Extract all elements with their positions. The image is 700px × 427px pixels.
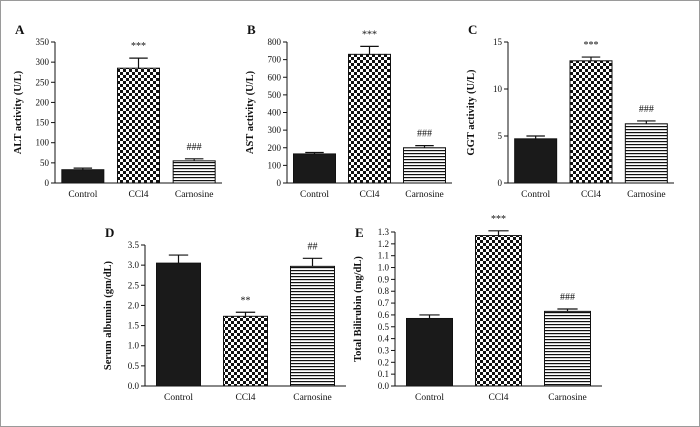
y-tick-label: 0.8 [378,286,390,296]
bar-ccl4 [569,60,613,184]
x-tick-label: CCl4 [581,190,601,200]
significance-label: ### [187,142,202,153]
x-tick-label: CCl4 [359,190,379,200]
panel-letter: D [105,225,114,240]
bar-ccl4 [223,315,268,387]
x-tick-label: Carnosine [175,190,214,200]
panel-letter: C [468,22,477,37]
y-tick-label: 0.6 [378,310,390,320]
x-tick-label: Carnosine [293,393,332,403]
significance-label: *** [362,29,377,40]
x-tick-label: CCl4 [235,393,255,403]
y-axis-label: ALT activity (U/L) [13,70,24,154]
x-tick-label: CCl4 [488,393,508,403]
y-axis-label: AST activity (U/L) [245,70,256,154]
significance-label: *** [491,214,506,225]
y-tick-label: 0.3 [378,345,390,355]
x-tick-label: Control [415,393,444,403]
y-tick-label: 300 [268,125,282,135]
y-tick-label: 800 [268,37,282,47]
y-axis-label: Total Bilirubin (mg/dL) [353,256,364,362]
y-tick-label: 100 [36,138,50,148]
x-tick-label: CCl4 [128,190,148,200]
y-tick-label: 0 [277,178,282,188]
significance-label: ### [417,129,432,140]
y-tick-label: 50 [40,158,50,168]
y-tick-label: 200 [268,143,282,153]
y-tick-label: 2.0 [128,300,140,310]
chart-panel-e: E 0.0 0.1 0.2 0.30.4 0.5 0.6 0.7 0.8 0.91.0 1.1 1.2… [353,214,602,403]
bar-control [406,317,453,387]
chart-panel-b: B 0 100 200 300 400 500 600 700 800 AST activity (… [245,22,452,200]
y-tick-label: 500 [268,90,282,100]
y-tick-label: 1.3 [378,227,390,237]
y-tick-label: 0.2 [378,357,389,367]
y-axis-label: GGT activity (U/L) [466,69,477,156]
y-tick-label: 5 [498,131,503,141]
y-tick-label: 600 [268,72,282,82]
y-tick-label: 1.1 [378,251,389,261]
y-tick-label: 100 [268,160,282,170]
significance-label: *** [131,41,146,52]
x-tick-label: Control [300,190,329,200]
bar-control [514,138,558,184]
bar-carnosine [403,147,446,184]
bar-carnosine [290,265,335,387]
bar-carnosine [544,310,591,387]
chart-panel-c: C 0 5 10 15 GGT activity (U/L) Control *** CCl4 #… [466,22,674,200]
y-tick-label: 0 [498,178,503,188]
bar-control [156,262,201,387]
y-tick-label: 200 [36,97,50,107]
y-tick-label: 700 [268,55,282,65]
panel-letter: E [355,225,364,240]
y-tick-label: 0.5 [128,361,140,371]
bar-ccl4 [475,235,522,387]
y-tick-label: 3.0 [128,260,140,270]
significance-label: *** [584,40,599,51]
y-tick-label: 300 [36,57,50,67]
bar-control [293,153,336,184]
chart-panel-a: A 0 50 100 150 200 250 300 350 ALT activity (U/L)… [13,22,222,200]
y-tick-label: 1.2 [378,239,389,249]
bar-ccl4 [117,67,160,184]
y-tick-label: 150 [36,118,50,128]
y-tick-label: 0.4 [378,334,390,344]
panel-letter: A [15,22,25,37]
bar-carnosine [172,160,216,184]
x-tick-label: Carnosine [405,190,444,200]
y-axis-label: Serum albumin (gm/dL) [103,260,114,370]
y-tick-label: 0.1 [378,369,389,379]
significance-label: ### [560,292,575,303]
y-tick-label: 400 [268,108,282,118]
bar-control [61,169,105,184]
y-tick-label: 0 [45,178,50,188]
y-tick-label: 0.5 [378,322,390,332]
y-tick-label: 0.7 [378,298,390,308]
y-tick-label: 0.9 [378,274,390,284]
bar-ccl4 [348,53,391,184]
y-tick-label: 1.5 [128,321,140,331]
significance-label: ** [241,295,251,306]
x-tick-label: Carnosine [627,190,666,200]
y-tick-label: 10 [493,84,503,94]
x-tick-label: Control [68,190,97,200]
panel-letter: B [247,22,256,37]
significance-label: ## [308,241,318,252]
y-tick-label: 1.0 [378,263,390,273]
y-tick-label: 0.0 [128,381,140,391]
x-tick-label: Control [521,190,550,200]
bar-carnosine [624,123,668,184]
chart-panel-d: D 0.0 0.5 1.0 1.5 2.0 2.5 3.0 3.5 Serum albumin (… [103,225,346,403]
y-tick-label: 1.0 [128,341,140,351]
y-tick-label: 0.0 [378,381,390,391]
y-tick-label: 250 [36,77,50,87]
x-tick-label: Carnosine [548,393,587,403]
y-tick-label: 350 [36,37,50,47]
y-tick-label: 3.5 [128,240,140,250]
x-tick-label: Control [164,393,193,403]
y-tick-label: 2.5 [128,280,140,290]
y-tick-label: 15 [493,37,503,47]
significance-label: ### [639,104,654,115]
